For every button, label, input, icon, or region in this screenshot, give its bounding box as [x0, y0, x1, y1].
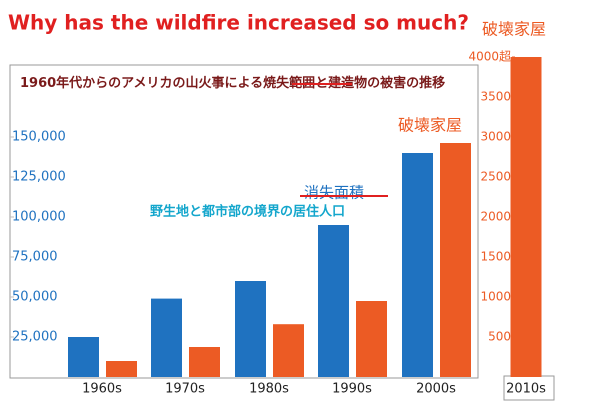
y-tick-label: 75,000: [12, 250, 58, 265]
series-label: 野生地と都市部の境界の居住人口: [150, 204, 345, 220]
annotation-struck: 消失面積: [304, 184, 364, 202]
y-tick-label: 125,000: [12, 170, 66, 185]
y2-tick-label: 500: [488, 330, 511, 344]
bar: [402, 153, 433, 377]
subtitle: 1960年代からのアメリカの山火事による焼失範囲と建造物の被害の推移: [20, 75, 445, 91]
x-tick-label: 1970s: [165, 382, 205, 397]
x-tick-label: 2010s: [506, 382, 546, 397]
y2-tick-label: 2000: [480, 210, 511, 224]
y-tick-label: 50,000: [12, 290, 58, 305]
subtitle-struck: 焼失範囲: [263, 75, 315, 91]
y2-tick-label: 4000超: [468, 49, 511, 64]
y-tick-label: 100,000: [12, 210, 66, 225]
bar: [510, 57, 542, 377]
y2-tick-label: 3000: [480, 130, 511, 144]
chart-title: Why has the wildfire increased so much?: [8, 11, 469, 35]
plot-frame: [9, 64, 479, 379]
bar: [106, 361, 137, 377]
x-tick-label: 2000s: [416, 382, 456, 397]
bar: [318, 225, 349, 377]
y-tick-label: 150,000: [12, 130, 66, 145]
annotation: 破壊家屋: [482, 20, 546, 39]
bar: [440, 143, 471, 377]
y-tick-label: 25,000: [12, 330, 58, 345]
subtitle-part: と建造物の被害の推移: [315, 75, 445, 91]
bar: [273, 324, 304, 377]
y2-tick-label: 2500: [480, 170, 511, 184]
series-label: 破壊家屋: [398, 116, 462, 135]
y2-tick-label: 1000: [480, 290, 511, 304]
bar: [235, 281, 266, 377]
y2-tick-label: 1500: [480, 250, 511, 264]
bar: [189, 347, 220, 377]
x-tick-label: 1990s: [332, 382, 372, 397]
x-tick-label: 1960s: [82, 382, 122, 397]
bar: [356, 301, 387, 377]
y2-tick-label: 3500: [480, 90, 511, 104]
subtitle-part: 1960年代からのアメリカの山火事による: [20, 75, 263, 91]
x-tick-label: 1980s: [249, 382, 289, 397]
bar: [68, 337, 99, 377]
bar: [151, 298, 182, 377]
